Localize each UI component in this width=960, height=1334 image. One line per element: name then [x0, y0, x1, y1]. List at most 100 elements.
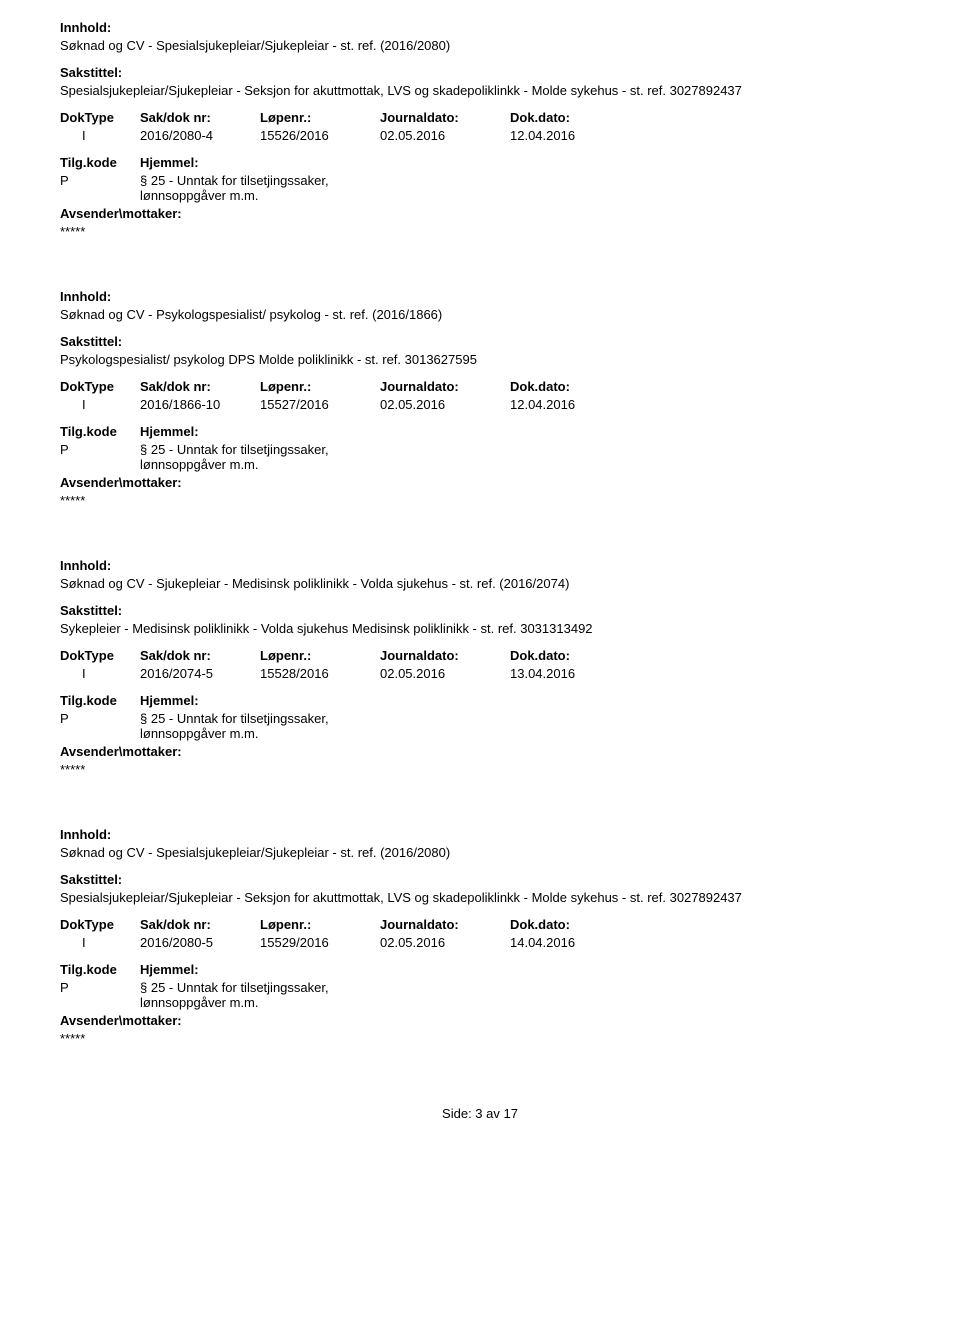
- innhold-text: Søknad og CV - Psykologspesialist/ psyko…: [60, 307, 900, 322]
- hjemmel-label: Hjemmel:: [140, 424, 199, 439]
- sakstittel-text: Psykologspesialist/ psykolog DPS Molde p…: [60, 352, 900, 367]
- cell-dokdato: 13.04.2016: [510, 666, 630, 681]
- sakstittel-text: Spesialsjukepleiar/Sjukepleiar - Seksjon…: [60, 83, 900, 98]
- table-row: I 2016/2074-5 15528/2016 02.05.2016 13.0…: [60, 666, 900, 681]
- cell-doktype: I: [60, 666, 140, 681]
- header-journaldato: Journaldato:: [380, 379, 510, 394]
- cell-journaldato: 02.05.2016: [380, 666, 510, 681]
- cell-dokdato: 14.04.2016: [510, 935, 630, 950]
- hjemmel-label: Hjemmel:: [140, 693, 199, 708]
- tilgcode-value: P: [60, 442, 140, 457]
- avsender-label: Avsender\mottaker:: [60, 475, 900, 490]
- header-dokdato: Dok.dato:: [510, 110, 630, 125]
- innhold-label: Innhold:: [60, 289, 900, 304]
- hjemmel-line1: § 25 - Unntak for tilsetjingssaker,: [140, 711, 900, 726]
- avsender-value: *****: [60, 1031, 900, 1046]
- table-headers: DokType Sak/dok nr: Løpenr.: Journaldato…: [60, 917, 900, 932]
- hjemmel-line1: § 25 - Unntak for tilsetjingssaker,: [140, 980, 900, 995]
- p-row: P § 25 - Unntak for tilsetjingssaker,: [60, 980, 900, 995]
- avsender-value: *****: [60, 224, 900, 239]
- header-doktype: DokType: [60, 917, 140, 932]
- cell-lopenr: 15526/2016: [260, 128, 380, 143]
- p-row: P § 25 - Unntak for tilsetjingssaker,: [60, 711, 900, 726]
- cell-lopenr: 15528/2016: [260, 666, 380, 681]
- cell-doktype: I: [60, 128, 140, 143]
- hjemmel-line1: § 25 - Unntak for tilsetjingssaker,: [140, 173, 900, 188]
- innhold-text: Søknad og CV - Spesialsjukepleiar/Sjukep…: [60, 38, 900, 53]
- cell-saknr: 2016/2080-5: [140, 935, 260, 950]
- header-lopenr: Løpenr.:: [260, 379, 380, 394]
- p-row: P § 25 - Unntak for tilsetjingssaker,: [60, 173, 900, 188]
- sakstittel-label: Sakstittel:: [60, 334, 900, 349]
- header-lopenr: Løpenr.:: [260, 648, 380, 663]
- tilgcode-value: P: [60, 711, 140, 726]
- table-headers: DokType Sak/dok nr: Løpenr.: Journaldato…: [60, 379, 900, 394]
- cell-saknr: 2016/1866-10: [140, 397, 260, 412]
- header-doktype: DokType: [60, 110, 140, 125]
- innhold-label: Innhold:: [60, 20, 900, 35]
- cell-lopenr: 15527/2016: [260, 397, 380, 412]
- header-lopenr: Løpenr.:: [260, 110, 380, 125]
- sakstittel-text: Sykepleier - Medisinsk poliklinikk - Vol…: [60, 621, 900, 636]
- sakstittel-label: Sakstittel:: [60, 603, 900, 618]
- header-doktype: DokType: [60, 379, 140, 394]
- tilg-row: Tilg.kode Hjemmel:: [60, 693, 900, 708]
- hjemmel-line2: lønnsoppgåver m.m.: [140, 995, 900, 1010]
- header-saknr: Sak/dok nr:: [140, 110, 260, 125]
- p-row: P § 25 - Unntak for tilsetjingssaker,: [60, 442, 900, 457]
- innhold-text: Søknad og CV - Spesialsjukepleiar/Sjukep…: [60, 845, 900, 860]
- cell-journaldato: 02.05.2016: [380, 397, 510, 412]
- avsender-value: *****: [60, 762, 900, 777]
- innhold-label: Innhold:: [60, 558, 900, 573]
- sakstittel-label: Sakstittel:: [60, 65, 900, 80]
- hjemmel-line2: lønnsoppgåver m.m.: [140, 726, 900, 741]
- header-journaldato: Journaldato:: [380, 110, 510, 125]
- tilg-row: Tilg.kode Hjemmel:: [60, 424, 900, 439]
- header-saknr: Sak/dok nr:: [140, 648, 260, 663]
- avsender-value: *****: [60, 493, 900, 508]
- tilgcode-value: P: [60, 173, 140, 188]
- hjemmel-label: Hjemmel:: [140, 962, 199, 977]
- header-dokdato: Dok.dato:: [510, 648, 630, 663]
- header-journaldato: Journaldato:: [380, 917, 510, 932]
- header-dokdato: Dok.dato:: [510, 917, 630, 932]
- cell-saknr: 2016/2074-5: [140, 666, 260, 681]
- tilgkode-label: Tilg.kode: [60, 424, 140, 439]
- table-row: I 2016/2080-4 15526/2016 02.05.2016 12.0…: [60, 128, 900, 143]
- cell-saknr: 2016/2080-4: [140, 128, 260, 143]
- hjemmel-line2: lønnsoppgåver m.m.: [140, 457, 900, 472]
- record: Innhold: Søknad og CV - Sjukepleiar - Me…: [60, 558, 900, 777]
- cell-journaldato: 02.05.2016: [380, 935, 510, 950]
- cell-lopenr: 15529/2016: [260, 935, 380, 950]
- header-dokdato: Dok.dato:: [510, 379, 630, 394]
- header-lopenr: Løpenr.:: [260, 917, 380, 932]
- table-headers: DokType Sak/dok nr: Løpenr.: Journaldato…: [60, 110, 900, 125]
- avsender-label: Avsender\mottaker:: [60, 1013, 900, 1028]
- header-saknr: Sak/dok nr:: [140, 379, 260, 394]
- header-journaldato: Journaldato:: [380, 648, 510, 663]
- innhold-label: Innhold:: [60, 827, 900, 842]
- tilgcode-value: P: [60, 980, 140, 995]
- record: Innhold: Søknad og CV - Psykologspesiali…: [60, 289, 900, 508]
- tilg-row: Tilg.kode Hjemmel:: [60, 155, 900, 170]
- header-doktype: DokType: [60, 648, 140, 663]
- avsender-label: Avsender\mottaker:: [60, 744, 900, 759]
- sakstittel-text: Spesialsjukepleiar/Sjukepleiar - Seksjon…: [60, 890, 900, 905]
- record: Innhold: Søknad og CV - Spesialsjukeplei…: [60, 20, 900, 239]
- hjemmel-line1: § 25 - Unntak for tilsetjingssaker,: [140, 442, 900, 457]
- hjemmel-label: Hjemmel:: [140, 155, 199, 170]
- table-row: I 2016/1866-10 15527/2016 02.05.2016 12.…: [60, 397, 900, 412]
- table-headers: DokType Sak/dok nr: Løpenr.: Journaldato…: [60, 648, 900, 663]
- tilgkode-label: Tilg.kode: [60, 155, 140, 170]
- cell-doktype: I: [60, 935, 140, 950]
- cell-dokdato: 12.04.2016: [510, 397, 630, 412]
- innhold-text: Søknad og CV - Sjukepleiar - Medisinsk p…: [60, 576, 900, 591]
- header-saknr: Sak/dok nr:: [140, 917, 260, 932]
- tilg-row: Tilg.kode Hjemmel:: [60, 962, 900, 977]
- hjemmel-line2: lønnsoppgåver m.m.: [140, 188, 900, 203]
- record: Innhold: Søknad og CV - Spesialsjukeplei…: [60, 827, 900, 1046]
- avsender-label: Avsender\mottaker:: [60, 206, 900, 221]
- table-row: I 2016/2080-5 15529/2016 02.05.2016 14.0…: [60, 935, 900, 950]
- sakstittel-label: Sakstittel:: [60, 872, 900, 887]
- cell-doktype: I: [60, 397, 140, 412]
